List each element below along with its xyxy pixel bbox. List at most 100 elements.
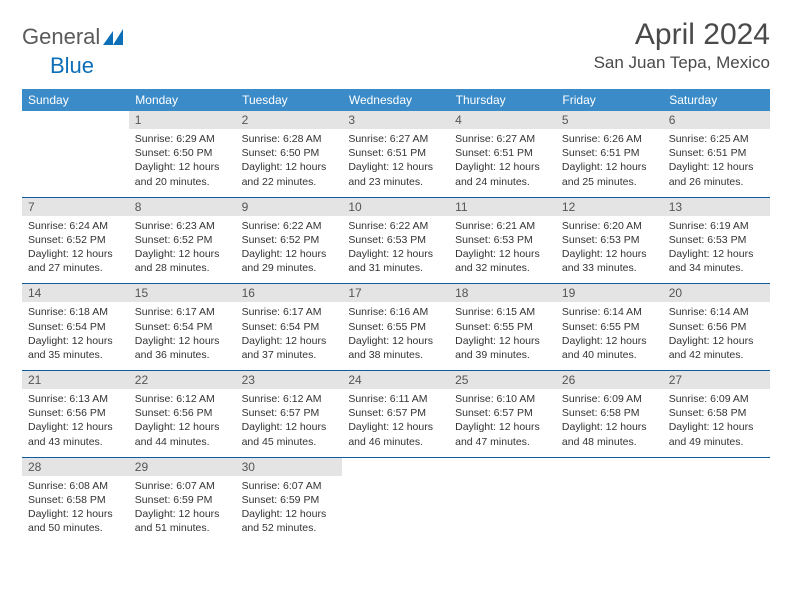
sunset: Sunset: 6:55 PM: [348, 320, 443, 334]
day-number-cell: 27: [663, 371, 770, 389]
daylight-line2: and 32 minutes.: [455, 261, 550, 275]
day-number-cell: 11: [449, 198, 556, 216]
sunrise: Sunrise: 6:27 AM: [348, 132, 443, 146]
sunset: Sunset: 6:55 PM: [455, 320, 550, 334]
daylight-line2: and 35 minutes.: [28, 348, 123, 362]
day-detail-cell: [663, 476, 770, 544]
day-number-cell: 8: [129, 198, 236, 216]
day-detail-cell: Sunrise: 6:28 AMSunset: 6:50 PMDaylight:…: [236, 129, 343, 197]
day-detail-cell: Sunrise: 6:14 AMSunset: 6:55 PMDaylight:…: [556, 302, 663, 370]
day-number-cell: 22: [129, 371, 236, 389]
sunset: Sunset: 6:53 PM: [348, 233, 443, 247]
daylight-line1: Daylight: 12 hours: [242, 160, 337, 174]
sunrise: Sunrise: 6:21 AM: [455, 219, 550, 233]
day-number-cell: 15: [129, 284, 236, 302]
daylight-line1: Daylight: 12 hours: [348, 334, 443, 348]
sunrise: Sunrise: 6:15 AM: [455, 305, 550, 319]
daylight-line2: and 39 minutes.: [455, 348, 550, 362]
sunrise: Sunrise: 6:19 AM: [669, 219, 764, 233]
daylight-line2: and 25 minutes.: [562, 175, 657, 189]
day-detail-cell: [556, 476, 663, 544]
daylight-line2: and 20 minutes.: [135, 175, 230, 189]
daylight-line2: and 48 minutes.: [562, 435, 657, 449]
day-detail-cell: Sunrise: 6:07 AMSunset: 6:59 PMDaylight:…: [129, 476, 236, 544]
daylight-line2: and 50 minutes.: [28, 521, 123, 535]
sunset: Sunset: 6:53 PM: [455, 233, 550, 247]
daylight-line1: Daylight: 12 hours: [28, 507, 123, 521]
sunrise: Sunrise: 6:17 AM: [135, 305, 230, 319]
title-block: April 2024 San Juan Tepa, Mexico: [594, 18, 770, 73]
day-number-cell: 29: [129, 458, 236, 476]
sunrise: Sunrise: 6:09 AM: [669, 392, 764, 406]
weekday-fri: Friday: [556, 89, 663, 111]
sunrise: Sunrise: 6:20 AM: [562, 219, 657, 233]
day-detail-cell: Sunrise: 6:22 AMSunset: 6:52 PMDaylight:…: [236, 216, 343, 284]
sunrise: Sunrise: 6:08 AM: [28, 479, 123, 493]
daylight-line2: and 28 minutes.: [135, 261, 230, 275]
day-number-cell: 23: [236, 371, 343, 389]
weekday-mon: Monday: [129, 89, 236, 111]
daylight-line2: and 34 minutes.: [669, 261, 764, 275]
sunset: Sunset: 6:50 PM: [135, 146, 230, 160]
day-detail-cell: Sunrise: 6:27 AMSunset: 6:51 PMDaylight:…: [342, 129, 449, 197]
day-number-cell: 6: [663, 111, 770, 129]
daylight-line2: and 47 minutes.: [455, 435, 550, 449]
day-number-cell: 2: [236, 111, 343, 129]
weekday-tue: Tuesday: [236, 89, 343, 111]
weekday-wed: Wednesday: [342, 89, 449, 111]
sunset: Sunset: 6:56 PM: [28, 406, 123, 420]
daylight-line1: Daylight: 12 hours: [135, 247, 230, 261]
sunrise: Sunrise: 6:22 AM: [242, 219, 337, 233]
daylight-line2: and 29 minutes.: [242, 261, 337, 275]
sunrise: Sunrise: 6:07 AM: [135, 479, 230, 493]
weekday-sat: Saturday: [663, 89, 770, 111]
daylight-line2: and 33 minutes.: [562, 261, 657, 275]
daylight-line1: Daylight: 12 hours: [135, 420, 230, 434]
sunrise: Sunrise: 6:25 AM: [669, 132, 764, 146]
day-number-cell: 4: [449, 111, 556, 129]
day-number-row: 123456: [22, 111, 770, 129]
sunset: Sunset: 6:57 PM: [348, 406, 443, 420]
daylight-line1: Daylight: 12 hours: [28, 420, 123, 434]
daylight-line1: Daylight: 12 hours: [348, 160, 443, 174]
day-number-cell: 5: [556, 111, 663, 129]
daylight-line1: Daylight: 12 hours: [562, 160, 657, 174]
sunrise: Sunrise: 6:10 AM: [455, 392, 550, 406]
day-number-cell: 26: [556, 371, 663, 389]
day-number-cell: [22, 111, 129, 129]
weekday-thu: Thursday: [449, 89, 556, 111]
day-detail-cell: Sunrise: 6:26 AMSunset: 6:51 PMDaylight:…: [556, 129, 663, 197]
logo-text-gray: General: [22, 24, 100, 50]
sunset: Sunset: 6:51 PM: [562, 146, 657, 160]
daylight-line1: Daylight: 12 hours: [348, 247, 443, 261]
daylight-line2: and 22 minutes.: [242, 175, 337, 189]
daylight-line2: and 42 minutes.: [669, 348, 764, 362]
day-detail-cell: Sunrise: 6:10 AMSunset: 6:57 PMDaylight:…: [449, 389, 556, 457]
sunset: Sunset: 6:51 PM: [669, 146, 764, 160]
day-detail-row: Sunrise: 6:13 AMSunset: 6:56 PMDaylight:…: [22, 389, 770, 457]
daylight-line2: and 52 minutes.: [242, 521, 337, 535]
sunset: Sunset: 6:54 PM: [135, 320, 230, 334]
sunrise: Sunrise: 6:16 AM: [348, 305, 443, 319]
sunrise: Sunrise: 6:07 AM: [242, 479, 337, 493]
sunset: Sunset: 6:55 PM: [562, 320, 657, 334]
sunset: Sunset: 6:59 PM: [135, 493, 230, 507]
sunset: Sunset: 6:52 PM: [242, 233, 337, 247]
daylight-line2: and 23 minutes.: [348, 175, 443, 189]
day-detail-cell: Sunrise: 6:12 AMSunset: 6:56 PMDaylight:…: [129, 389, 236, 457]
logo-mark-icon: [103, 29, 123, 45]
day-detail-cell: Sunrise: 6:20 AMSunset: 6:53 PMDaylight:…: [556, 216, 663, 284]
sunrise: Sunrise: 6:26 AM: [562, 132, 657, 146]
day-number-cell: [342, 458, 449, 476]
day-detail-cell: Sunrise: 6:27 AMSunset: 6:51 PMDaylight:…: [449, 129, 556, 197]
sunrise: Sunrise: 6:09 AM: [562, 392, 657, 406]
calendar-table: Sunday Monday Tuesday Wednesday Thursday…: [22, 89, 770, 543]
day-number-cell: 19: [556, 284, 663, 302]
day-number-cell: 21: [22, 371, 129, 389]
daylight-line1: Daylight: 12 hours: [135, 507, 230, 521]
day-detail-cell: [22, 129, 129, 197]
day-number-row: 282930: [22, 458, 770, 476]
daylight-line1: Daylight: 12 hours: [455, 334, 550, 348]
daylight-line1: Daylight: 12 hours: [562, 334, 657, 348]
day-detail-row: Sunrise: 6:18 AMSunset: 6:54 PMDaylight:…: [22, 302, 770, 370]
